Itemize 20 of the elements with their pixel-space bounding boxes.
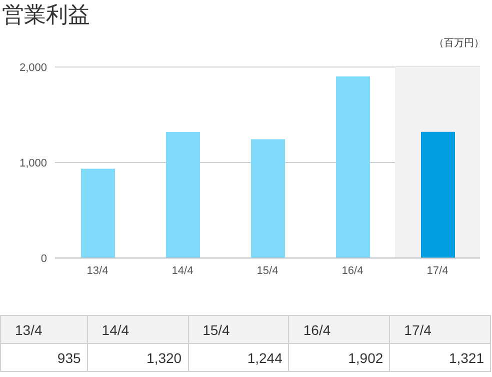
- x-tick-label: 16/4: [342, 264, 364, 277]
- text: （百万円）: [434, 37, 484, 50]
- data-label: 1,320: [87, 344, 188, 372]
- chart-title: 営業利益: [2, 1, 90, 29]
- data-label: 1,321: [390, 344, 490, 372]
- category-label: 16/4: [303, 322, 331, 338]
- data-label: 935: [0, 344, 88, 372]
- y-tick-label: 0: [40, 252, 47, 265]
- category-label: 14/4: [102, 322, 130, 338]
- data-label: 1,244: [188, 344, 289, 372]
- y-tick-label: 1,000: [19, 157, 47, 170]
- category-label: 15/4: [202, 322, 230, 338]
- x-tick-label: 14/4: [172, 264, 194, 277]
- x-tick-label: 15/4: [256, 264, 278, 277]
- data-label: 1,902: [288, 344, 390, 372]
- text: 17/4: [404, 322, 432, 338]
- category-label: 13/4: [15, 322, 42, 338]
- y-tick-label: 2,000: [19, 62, 47, 74]
- x-tick-label: 13/4: [86, 264, 108, 277]
- x-tick-label: 17/4: [426, 264, 448, 277]
